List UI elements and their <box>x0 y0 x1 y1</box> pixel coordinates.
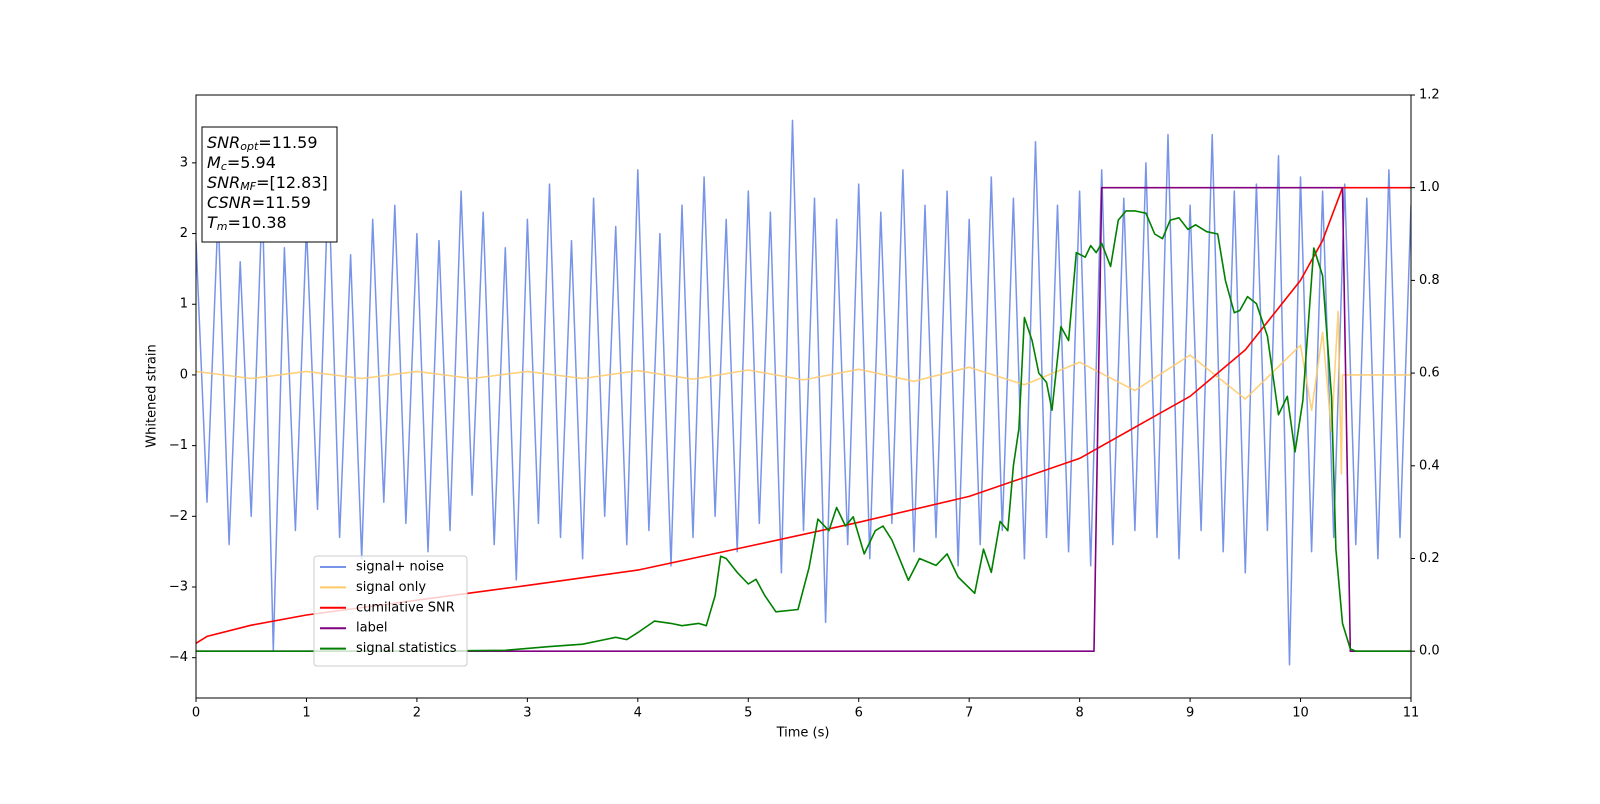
annotation: SNRopt=11.59 <box>207 133 318 154</box>
x-tick-label: 1 <box>302 706 310 721</box>
plot-frame <box>195 94 1412 699</box>
y-tick-label: −3 <box>169 580 188 595</box>
annotation: Tm=10.38 <box>207 213 287 234</box>
annotation: CSNR=11.59 <box>207 193 311 212</box>
annotation-value: =5.94 <box>227 153 276 172</box>
x-axis-label: Time (s) <box>776 726 830 741</box>
annotation-box <box>201 126 338 243</box>
y2-tick-label: 1.0 <box>1419 180 1440 195</box>
legend-label: cumilative SNR <box>356 600 455 615</box>
annotation-value: =11.59 <box>258 133 317 152</box>
y-tick-label: −1 <box>169 438 188 453</box>
x-tick-label: 7 <box>965 706 973 721</box>
x-tick-label: 0 <box>192 706 200 721</box>
legend-label: signal only <box>356 580 426 595</box>
x-tick-label: 5 <box>744 706 752 721</box>
y-tick-label: 1 <box>180 297 188 312</box>
annotation-subscript: MF <box>240 180 256 193</box>
x-tick-label: 2 <box>413 706 421 721</box>
annotation-value: =10.38 <box>228 213 287 232</box>
y-tick-label: 3 <box>180 155 188 170</box>
annotation-symbol: SNR <box>207 173 240 192</box>
y2-tick-label: 0.6 <box>1419 366 1440 381</box>
annotation: Mc=5.94 <box>207 153 276 174</box>
legend-label: signal+ noise <box>356 560 444 575</box>
y-tick-label: −4 <box>169 650 188 665</box>
y2-tick-label: 0.8 <box>1419 273 1440 288</box>
y-tick-label: 2 <box>180 226 188 241</box>
annotation-value: =[12.83] <box>256 173 328 192</box>
data-line <box>196 186 1411 644</box>
x-tick-label: 8 <box>1075 706 1083 721</box>
y-tick-label: 0 <box>180 367 188 382</box>
legend-box <box>313 555 468 667</box>
annotation-subscript: m <box>217 220 228 233</box>
plot-lines <box>196 119 1411 666</box>
annotation-subscript: c <box>221 160 227 173</box>
y-axis-label: Whitened strain <box>145 344 160 447</box>
y2-tick-label: 0.0 <box>1419 644 1440 659</box>
annotation-symbol: SNR <box>207 133 240 152</box>
y-tick-label: −2 <box>169 509 188 524</box>
legend-label: label <box>356 621 387 636</box>
x-tick-label: 3 <box>523 706 531 721</box>
y2-tick-label: 0.2 <box>1419 551 1440 566</box>
x-tick-label: 11 <box>1403 706 1420 721</box>
y2-tick-label: 0.4 <box>1419 458 1440 473</box>
data-line <box>196 119 1411 666</box>
legend-label: signal statistics <box>356 641 457 656</box>
x-tick-label: 4 <box>634 706 642 721</box>
annotation-symbol: T <box>207 213 218 232</box>
data-line <box>196 210 1411 652</box>
annotation-symbol: M <box>207 153 221 172</box>
x-tick-label: 6 <box>855 706 863 721</box>
x-tick-label: 9 <box>1186 706 1194 721</box>
annotation-value: =11.59 <box>252 193 311 212</box>
annotation: SNRMF=[12.83] <box>207 173 328 194</box>
data-line <box>196 310 1411 475</box>
annotation-subscript: opt <box>240 140 259 153</box>
y2-tick-label: 1.2 <box>1419 88 1440 103</box>
x-tick-label: 10 <box>1292 706 1309 721</box>
annotation-symbol: CSNR <box>207 193 252 212</box>
